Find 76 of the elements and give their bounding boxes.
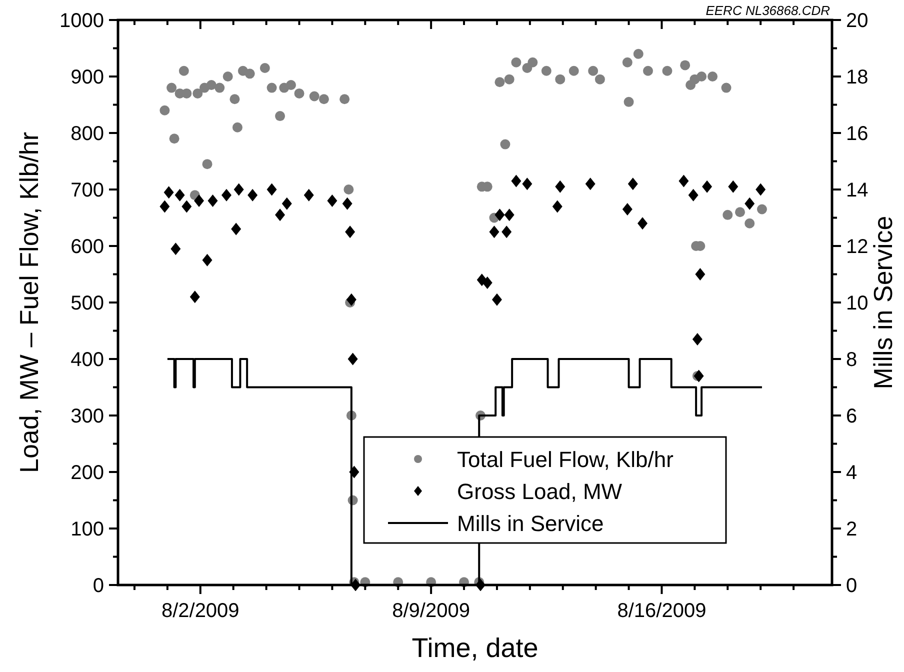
x-tick-label: 8/2/2009 [161, 600, 240, 622]
y-tick-label: 100 [70, 518, 104, 540]
point [345, 226, 356, 238]
point [342, 197, 352, 210]
point [202, 254, 212, 266]
y-tick-label: 600 [70, 236, 104, 258]
y2-tick-label: 18 [846, 66, 868, 88]
y2-tick-label: 2 [846, 518, 858, 540]
point [692, 332, 702, 346]
text: EERC NL36868.CDR [706, 3, 830, 18]
point [522, 178, 532, 190]
legend-label: Mills in Service [457, 511, 604, 536]
x-tick-label: 8/16/2009 [617, 600, 706, 622]
y2-tick-label: 20 [846, 10, 868, 32]
point [164, 186, 174, 199]
y2-tick-label: 0 [846, 575, 858, 597]
y2-tick-label: 10 [846, 292, 868, 314]
point [174, 188, 185, 202]
point [275, 208, 286, 222]
y2-tick-label: 12 [846, 236, 868, 258]
point [489, 226, 500, 238]
point [208, 194, 218, 208]
y-tick-label: 700 [70, 180, 104, 202]
y2-tick-label: 14 [846, 180, 868, 202]
point [282, 197, 292, 210]
point [494, 208, 505, 222]
point [622, 203, 632, 216]
y-tick-label: 800 [70, 123, 104, 145]
legend-label: Total Fuel Flow, Klb/hr [457, 447, 674, 472]
point [628, 178, 638, 190]
point [160, 200, 170, 213]
point [504, 208, 514, 222]
y-tick-label: 400 [70, 349, 104, 371]
y-tick-label: 300 [70, 406, 104, 428]
point [585, 178, 596, 190]
point [170, 242, 181, 256]
x-axis-title: Time, date [412, 633, 538, 663]
point [348, 352, 358, 366]
point [502, 226, 512, 238]
point [234, 183, 244, 196]
y2-tick-label: 6 [846, 406, 858, 428]
point [190, 290, 200, 304]
y-tick-label: 200 [70, 462, 104, 484]
y-tick-label: 500 [70, 292, 104, 314]
point [221, 188, 232, 202]
legend-label: Gross Load, MW [457, 479, 622, 504]
point [346, 293, 356, 306]
point [552, 200, 562, 213]
point [482, 276, 492, 289]
y-axis-title: Load, MW – Fuel Flow, Klb/hr [14, 132, 44, 474]
point [327, 194, 338, 208]
point [744, 197, 755, 210]
y-tick-label: 0 [92, 575, 104, 597]
y2-tick-label: 8 [846, 349, 858, 371]
point [702, 180, 712, 193]
point [194, 194, 204, 208]
x-tick-label: 8/9/2009 [392, 600, 470, 622]
point [678, 174, 689, 188]
point [638, 217, 648, 230]
y-tick-label: 900 [70, 66, 104, 88]
point [182, 200, 192, 213]
point [248, 188, 258, 202]
y2-tick-label: 4 [846, 462, 858, 484]
y2-tick-label: 16 [846, 123, 868, 145]
point [688, 188, 698, 202]
point [756, 183, 766, 196]
point [511, 174, 522, 188]
point [304, 188, 314, 202]
point [695, 268, 706, 280]
y-tick-label: 1000 [60, 10, 104, 32]
y2-axis-title: Mills in Service [868, 216, 898, 390]
point [728, 180, 738, 193]
point [231, 222, 242, 236]
point [266, 183, 277, 196]
point [555, 180, 566, 193]
point [492, 293, 502, 306]
